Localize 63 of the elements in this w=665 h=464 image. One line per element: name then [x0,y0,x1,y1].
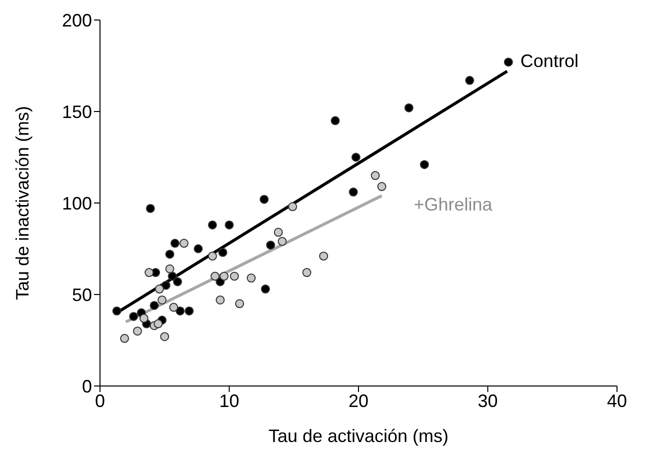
point [184,306,194,316]
point [377,182,386,192]
point [170,238,180,248]
point [158,295,167,304]
point [208,252,217,261]
point [161,280,170,290]
x-tick-label: 30 [478,390,498,411]
point [194,244,203,254]
point [176,306,185,316]
point [210,272,220,281]
point [260,284,270,294]
point [146,204,155,213]
y-tick-label: 0 [82,376,92,396]
x-tick-label: 40 [606,390,628,411]
y-tick-label: 200 [62,10,92,30]
point [266,240,276,250]
point [165,250,174,259]
point [302,268,312,278]
point [139,314,148,323]
x-tick-label: 0 [94,390,106,411]
series-label: Control [520,51,578,72]
point [220,272,229,281]
point [274,228,283,237]
point [208,220,217,230]
point [160,332,170,342]
point [132,326,142,336]
point [348,188,358,197]
point [120,334,130,343]
point [218,248,228,257]
point [260,194,269,204]
x-tick-label: 10 [219,390,240,411]
point [246,274,256,283]
point [112,306,122,316]
point [278,236,287,246]
point [504,58,513,67]
point [165,264,174,274]
point [216,295,225,304]
y-tick-label: 50 [72,284,92,305]
point [420,160,429,170]
x-tick-label: 20 [348,390,369,411]
point [144,268,154,278]
point [180,238,189,248]
series-label: +Ghrelina [414,194,494,215]
y-axis-title: Tau de inactivación (ms) [12,106,32,300]
x-axis-title: Tau de activación (ms) [268,426,449,446]
point [224,220,234,230]
point [465,76,474,85]
point [154,284,164,294]
point [404,103,414,112]
point [150,300,159,310]
point [351,152,360,162]
y-tick-label: 150 [62,102,92,122]
point [169,302,178,312]
point [370,171,380,180]
point [173,277,182,286]
point [129,312,138,321]
point [230,272,239,281]
point [288,202,298,212]
y-tick-label: 100 [62,193,92,214]
point [154,319,163,328]
point [330,116,340,126]
point [235,299,244,308]
point [319,252,328,261]
